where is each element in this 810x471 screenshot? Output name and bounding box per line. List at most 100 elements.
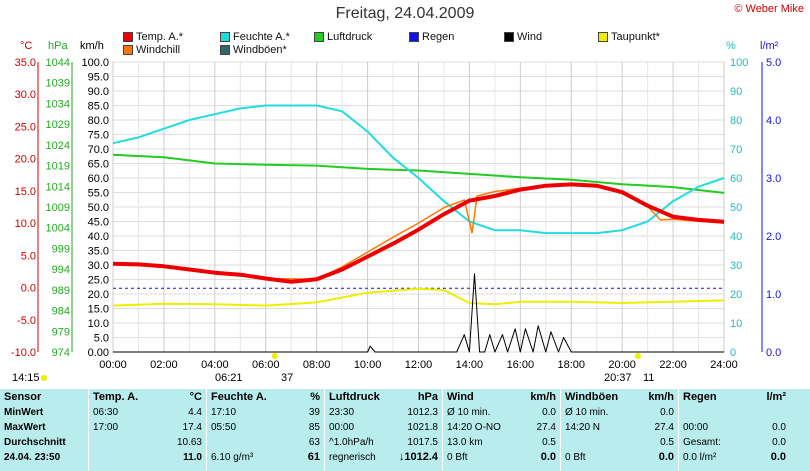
summary-temp-header: Temp. A. xyxy=(93,391,139,403)
summary-gusts-current: 0.0 xyxy=(658,451,674,463)
wind-tick: 20.0 xyxy=(88,289,109,301)
temp-tick: 10.0 xyxy=(15,218,36,230)
wind-tick: 50.0 xyxy=(88,202,109,214)
legend-label: Taupunkt* xyxy=(611,31,660,43)
legend-swatch xyxy=(220,32,230,42)
summary-rain-current: 0.0 xyxy=(770,451,786,463)
legend-swatch xyxy=(409,32,419,42)
time-tick: 18:00 xyxy=(557,359,585,371)
pressure-tick: 1014 xyxy=(46,181,70,193)
legend-label: Windböen* xyxy=(233,44,287,56)
time-tick: 22:00 xyxy=(659,359,687,371)
series-wind xyxy=(113,273,724,353)
summary-pressure: Luftdruck hPa 23:30 1012.3 00:00 1021.8 ^1.… xyxy=(324,389,442,471)
humidity-axis-unit: % xyxy=(726,40,736,52)
rain-tick: 0.0 xyxy=(766,347,781,359)
rain-tick: 2.0 xyxy=(766,231,781,243)
summary-wind: Wind km/h Ø 10 min. 0.0 14:20 O-NO 27.4 13.… xyxy=(442,389,560,471)
legend-label: Windchill xyxy=(136,44,181,56)
legend-label: Luftdruck xyxy=(327,31,373,43)
summary-min-label: MinWert xyxy=(4,407,44,418)
summary-temp: Temp. A. °C 06:30 4.4 17:00 17.4 10.63 11.0 xyxy=(88,389,206,471)
rain-tick: 1.0 xyxy=(766,289,781,301)
temp-tick: -5.0 xyxy=(17,315,36,327)
summary-gusts: Windböen km/h Ø 10 min. 0.0 14:20 N 27.4 0.… xyxy=(560,389,678,471)
time-tick: 08:00 xyxy=(303,359,331,371)
summary-rain: Regen l/m² 00:00 0.0 Gesamt: 0.0 0.0 l/m² 0.… xyxy=(678,389,790,471)
rain-tick: 4.0 xyxy=(766,115,781,127)
temp-axis-unit: °C xyxy=(20,40,33,52)
wind-tick: 25.0 xyxy=(88,275,109,287)
sunset-label: 20:37 xyxy=(604,372,632,384)
current-time-label: 14:15 xyxy=(12,372,40,384)
summary-sensor: Sensor MinWert MaxWert Durchschnitt 24.0… xyxy=(0,389,88,471)
wind-tick: 75.0 xyxy=(88,130,109,142)
legend-item-0: Temp. A.* xyxy=(123,31,183,43)
legend-label: Regen xyxy=(422,31,455,43)
legend-swatch xyxy=(220,45,230,55)
summary-pressure-header: Luftdruck xyxy=(329,391,380,403)
pressure-tick: 1024 xyxy=(46,140,70,152)
legend-swatch xyxy=(504,32,514,42)
summary-wind-header: Wind xyxy=(447,391,474,403)
summary-humidity: Feuchte A.% 17:10 39 05:50 85 63 6.10 g/m³… xyxy=(206,389,324,471)
legend-swatch xyxy=(123,45,133,55)
legend-swatch xyxy=(123,32,133,42)
legend-item-7: Taupunkt* xyxy=(598,31,660,43)
legend-swatch xyxy=(598,32,608,42)
temp-tick: -10.0 xyxy=(11,347,36,359)
sunset-marker xyxy=(634,353,641,359)
humidity-tick: 50 xyxy=(730,202,742,214)
pressure-tick: 1019 xyxy=(46,161,70,173)
time-tick: 24:00 xyxy=(710,359,738,371)
time-tick: 16:00 xyxy=(507,359,535,371)
pressure-tick: 1034 xyxy=(46,98,70,110)
time-tick: 06:00 xyxy=(252,359,280,371)
pressure-tick: 999 xyxy=(52,243,70,255)
legend-item-2: Feuchte A.* xyxy=(220,31,290,43)
sunrise-moon-label: 37 xyxy=(281,372,294,384)
chart-title: Freitag, 24.04.2009 xyxy=(335,5,475,22)
time-tick: 04:00 xyxy=(201,359,229,371)
wind-tick: 95.0 xyxy=(88,72,109,84)
wind-tick: 55.0 xyxy=(88,188,109,200)
wind-tick: 60.0 xyxy=(88,173,109,185)
humidity-tick: 100 xyxy=(730,57,748,69)
pressure-tick: 989 xyxy=(52,285,70,297)
current-marker xyxy=(41,375,47,381)
humidity-tick: 30 xyxy=(730,260,742,272)
pressure-tick: 1029 xyxy=(46,119,70,131)
wind-tick: 100.0 xyxy=(81,57,109,69)
time-tick: 00:00 xyxy=(99,359,127,371)
legend-item-1: Windchill xyxy=(123,44,180,56)
humidity-tick: 0 xyxy=(730,347,736,359)
rain-tick: 5.0 xyxy=(766,57,781,69)
wind-tick: 35.0 xyxy=(88,246,109,258)
wind-tick: 45.0 xyxy=(88,217,109,229)
pressure-axis-unit: hPa xyxy=(48,40,68,52)
pressure-tick: 974 xyxy=(52,347,70,359)
summary-temp-current: 11.0 xyxy=(183,452,202,463)
sunrise-marker xyxy=(271,353,278,359)
summary-temp-unit: °C xyxy=(189,391,202,403)
humidity-tick: 70 xyxy=(730,144,742,156)
summary-rain-unit: l/m² xyxy=(766,391,786,403)
summary-wind-unit: km/h xyxy=(530,391,556,403)
rain-tick: 3.0 xyxy=(766,173,781,185)
series-dewpoint xyxy=(112,287,725,307)
legend-label: Wind xyxy=(517,31,543,43)
sunrise-label: 06:21 xyxy=(215,372,243,384)
time-tick: 20:00 xyxy=(608,359,636,371)
legend-label: Feuchte A.* xyxy=(233,31,290,43)
humidity-tick: 60 xyxy=(730,173,742,185)
wind-tick: 85.0 xyxy=(88,101,109,113)
wind-tick: 70.0 xyxy=(88,144,109,156)
time-tick: 12:00 xyxy=(405,359,433,371)
wind-tick: 65.0 xyxy=(88,159,109,171)
humidity-tick: 10 xyxy=(730,318,742,330)
temp-tick: 35.0 xyxy=(15,57,36,69)
pressure-tick: 994 xyxy=(52,264,70,276)
summary-avg-label: Durchschnitt xyxy=(4,437,66,448)
pressure-tick: 1039 xyxy=(46,78,70,90)
wind-tick: 40.0 xyxy=(88,231,109,243)
